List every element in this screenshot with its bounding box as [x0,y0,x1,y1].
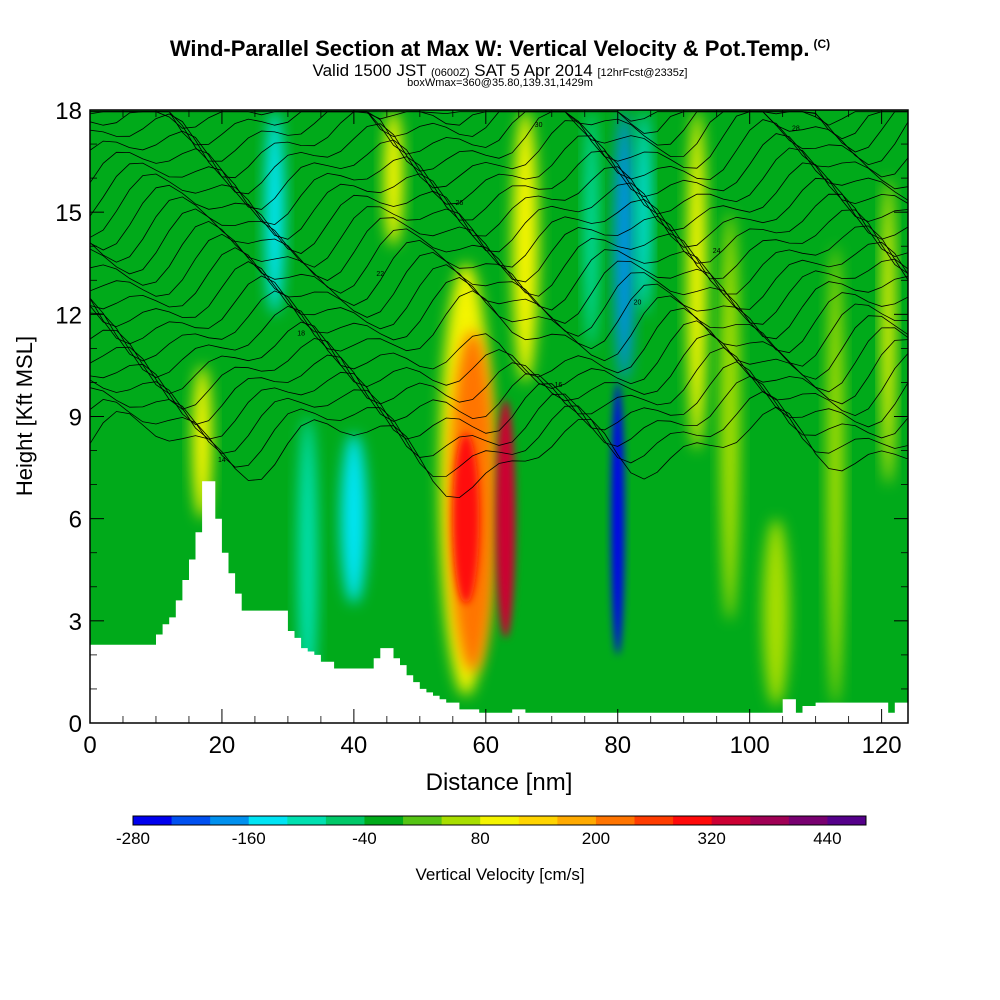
chart-title: Wind-Parallel Section at Max W: Vertical… [169,36,831,61]
theta-contour [90,333,908,410]
theta-contour-label: 28 [792,125,800,132]
theta-contour [90,320,908,395]
theta-contour-label: 24 [713,248,721,255]
colorbar-swatch [210,816,250,825]
x-tick-label: 20 [209,732,236,759]
theta-contour [90,193,908,268]
x-tick-label: 100 [730,732,770,759]
x-tick-label: 0 [83,732,96,759]
colorbar-swatch [750,816,790,825]
colorbar-swatch [518,816,558,825]
x-tick-label: 60 [472,732,499,759]
y-tick-label: 6 [69,507,82,534]
theta-contour-label: 22 [376,271,384,278]
velocity-feature [452,433,480,604]
colorbar-swatch [441,816,481,825]
y-tick-label: 9 [69,405,82,432]
terrain-mask [90,481,908,723]
chart-subtitle: Valid 1500 JST (0600Z) SAT 5 Apr 2014 [1… [312,61,688,80]
velocity-feature [297,416,318,706]
y-tick-label: 18 [55,98,82,125]
velocity-feature [762,518,790,706]
velocity-feature [192,365,213,519]
colorbar-tick-label: 320 [697,829,725,848]
theta-contour-label: 16 [554,382,562,389]
y-tick-label: 0 [69,711,82,738]
theta-contour [90,111,908,126]
theta-contour [90,247,908,325]
colorbar-swatch [634,816,674,825]
velocity-feature [827,246,844,706]
theta-contour [90,305,908,380]
velocity-feature [637,110,651,315]
colorbar-tick-label: 200 [582,829,610,848]
theta-contour-label: 20 [634,300,642,307]
velocity-feature [881,178,895,485]
colorbar-swatch [557,816,597,825]
colorbar-swatch [827,816,867,825]
colorbar-swatch [171,816,211,825]
title-mark: (C) [813,36,831,51]
chart-box-info: boxWmax=360@35.80,139.31,1429m [407,77,593,89]
colorbar-swatch [711,816,751,825]
x-tick-label: 120 [862,732,902,759]
colorbar-tick-label: -160 [232,829,266,848]
colorbar-swatch [673,816,713,825]
colorbar-tick-label: 80 [471,829,490,848]
velocity-feature [687,110,707,451]
colorbar-tick-label: 440 [813,829,841,848]
colorbar-tick-label: -280 [116,829,150,848]
velocity-feature [495,399,516,638]
colorbar-swatch [595,816,636,825]
x-axis-label: Distance [nm] [426,769,573,796]
y-tick-label: 15 [55,200,82,227]
theta-contour [90,111,908,166]
y-tick-label: 12 [55,302,82,329]
y-axis-label: Height [Kft MSL] [12,336,37,496]
theta-contour [90,119,908,195]
velocity-feature [611,382,625,655]
theta-contour [90,208,908,283]
colorbar-swatch [287,816,327,825]
theta-contour-label: 14 [218,457,226,464]
colorbar-swatch [364,816,404,825]
theta-contour [90,162,908,240]
colorbar-swatch [133,816,173,825]
colorbar-swatch [480,816,520,825]
colorbar-swatch [403,816,443,825]
theta-contour [90,361,908,440]
theta-contour-label: 18 [297,330,305,337]
theta-contour [90,147,908,226]
velocity-feature [340,433,368,604]
colorbar-swatch [248,816,288,825]
theta-contour [90,406,908,499]
theta-contour [90,275,908,354]
velocity-feature [264,110,285,315]
theta-contour-label: 30 [535,122,543,129]
colorbar-label: Vertical Velocity [cm/s] [415,865,584,884]
x-tick-label: 40 [341,732,368,759]
colorbar-swatch [788,816,828,825]
colorbar-tick-label: -40 [352,829,377,848]
velocity-feature [719,212,740,621]
y-tick-label: 3 [69,609,82,636]
colorbar-swatch [325,816,365,825]
colorbar-frame [132,815,867,826]
theta-contour [90,177,908,254]
theta-contour [90,347,908,425]
velocity-feature [512,110,539,383]
x-tick-label: 80 [604,732,631,759]
theta-contour [90,261,908,340]
